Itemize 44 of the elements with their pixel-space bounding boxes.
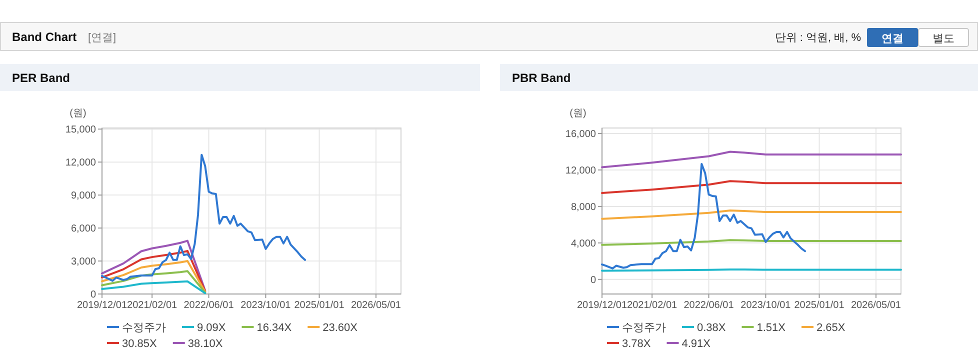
y-tick-label: 16,000 (565, 128, 596, 140)
x-tick-label: 2025/01/01 (294, 300, 345, 311)
x-tick-label: 2025/01/01 (794, 300, 845, 311)
legend-label: 수정주가 (122, 322, 166, 334)
y-tick-label: 0 (90, 290, 96, 300)
legend-label: 수정주가 (622, 322, 666, 334)
y-tick-label: 15,000 (65, 124, 96, 136)
legend-label: 9.09X (197, 322, 226, 334)
y-tick-label: 8,000 (570, 202, 596, 213)
x-tick-label: 2026/05/01 (850, 300, 902, 311)
legend-label: 23.60X (322, 322, 358, 334)
text: 단위 : 억원, 배, % (774, 32, 862, 44)
legend-label: 30.85X (122, 338, 158, 350)
legend-label: 2.65X (816, 322, 846, 334)
y-tick-label: 9,000 (70, 190, 96, 202)
chart-title: PBR Band (512, 71, 571, 85)
legend-label: 38.10X (188, 338, 224, 350)
x-tick-label: 2019/12/01 (76, 300, 128, 311)
text: 별도 (932, 33, 954, 45)
x-tick-label: 2022/06/01 (184, 300, 234, 311)
x-tick-label: 2021/02/01 (627, 300, 678, 311)
y-axis-title: (원) (570, 108, 586, 119)
legend-label: 1.51X (756, 322, 786, 334)
text: [연결] (88, 32, 116, 44)
y-tick-label: 12,000 (65, 158, 96, 169)
text: 연결 (882, 33, 904, 45)
chart-title: PER Band (12, 71, 70, 85)
legend-label: 3.78X (622, 338, 652, 350)
y-tick-label: 4,000 (570, 238, 596, 250)
y-tick-label: 6,000 (70, 224, 96, 235)
legend-label: 4.91X (682, 338, 712, 350)
legend-label: 16.34X (256, 322, 292, 334)
legend-label: 0.38X (697, 322, 726, 334)
x-tick-label: 2023/10/01 (740, 300, 792, 311)
y-tick-label: 3,000 (70, 256, 96, 268)
x-tick-label: 2019/12/01 (576, 300, 628, 311)
x-tick-label: 2021/02/01 (127, 300, 178, 311)
y-tick-label: 12,000 (565, 165, 596, 176)
y-tick-label: 0 (590, 274, 596, 286)
x-tick-label: 2023/10/01 (240, 300, 292, 311)
x-tick-label: 2026/05/01 (350, 300, 402, 311)
y-axis-title: (원) (70, 108, 86, 119)
x-tick-label: 2022/06/01 (684, 300, 734, 311)
text: Band Chart (12, 30, 77, 44)
